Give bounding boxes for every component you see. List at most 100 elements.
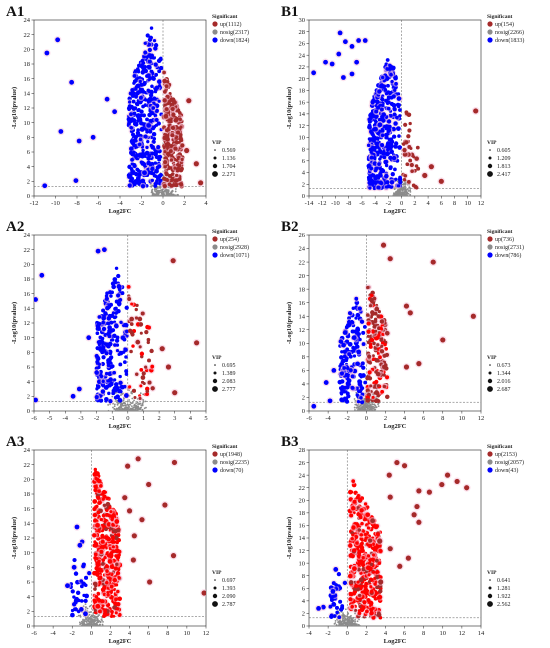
down-point — [147, 37, 153, 42]
down-point — [130, 176, 135, 181]
nosig-point — [123, 404, 126, 407]
points-layer — [63, 454, 206, 626]
down-outlier-point — [58, 129, 64, 134]
down-point — [104, 296, 109, 301]
y-axis-title: -Log10(pvalue) — [286, 517, 293, 559]
up-point — [371, 354, 375, 358]
down-point — [392, 112, 397, 117]
up-point — [366, 329, 371, 334]
y-tick-label: 4 — [302, 381, 306, 388]
nosig-point — [113, 405, 116, 408]
up-point — [374, 329, 378, 333]
nosig-point — [129, 403, 132, 406]
nosig-point — [371, 403, 374, 406]
nosig-point — [102, 620, 104, 623]
nosig-point — [403, 183, 406, 185]
down-point — [113, 343, 117, 347]
down-point — [354, 344, 360, 350]
down-point — [335, 610, 339, 615]
legend-swatch-down — [212, 37, 218, 43]
nosig-point — [130, 405, 133, 408]
panel-label: A2 — [6, 219, 24, 235]
legend-swatch-nosig — [212, 244, 218, 250]
down-point — [139, 109, 144, 114]
nosig-point — [120, 394, 122, 396]
up-outlier-point — [380, 242, 387, 248]
y-tick-label: 6 — [302, 368, 306, 375]
down-point — [135, 113, 140, 118]
up-point — [128, 385, 132, 389]
up-point — [366, 340, 371, 345]
up-point — [114, 535, 119, 541]
down-point — [338, 586, 343, 590]
down-outlier-point — [77, 542, 83, 548]
up-point — [177, 163, 182, 168]
up-point — [370, 329, 376, 334]
nosig-point — [88, 618, 90, 621]
down-point — [136, 119, 140, 123]
up-point — [171, 183, 176, 187]
down-point — [374, 141, 380, 147]
down-outlier-point — [323, 380, 329, 385]
x-tick-label: 2 — [365, 630, 368, 637]
up-point — [373, 391, 377, 395]
x-tick-label: 14 — [478, 630, 485, 637]
nosig-point — [82, 619, 84, 622]
nosig-point — [337, 624, 340, 626]
down-point — [151, 132, 157, 137]
up-point — [366, 526, 371, 530]
nosig-point — [403, 185, 406, 188]
up-outlier-point — [438, 178, 444, 184]
down-point — [94, 395, 99, 400]
down-point — [141, 148, 145, 153]
y-tick-label: 0 — [27, 408, 30, 415]
nosig-point — [126, 409, 129, 411]
nosig-point — [372, 410, 375, 411]
nosig-point — [122, 408, 125, 411]
down-outlier-point — [336, 51, 342, 57]
x-tick-label: -4 — [50, 630, 56, 637]
down-point — [140, 151, 145, 156]
y-tick-label: 8 — [302, 354, 305, 361]
y-tick-label: 2 — [302, 611, 305, 618]
up-point — [163, 150, 167, 154]
x-tick-label: 0 — [161, 200, 164, 207]
nosig-point — [405, 194, 408, 196]
panel-a3: A3 -6 -4 -2 0 2 4 6 8 10 12 0 2 4 6 8 10 12 14 16 18 20 22 24 Lo… — [0, 430, 275, 645]
legend-entry-up: up(154) — [495, 21, 514, 28]
down-point — [350, 329, 355, 334]
up-outlier-point — [440, 337, 446, 343]
down-point — [334, 583, 338, 587]
x-tick-label: -2 — [70, 630, 75, 637]
down-point — [132, 74, 137, 78]
x-tick-label: -10 — [331, 200, 340, 207]
nosig-point — [88, 622, 91, 624]
down-point — [396, 96, 402, 101]
nosig-point — [133, 409, 135, 411]
down-point — [125, 329, 129, 334]
down-point — [393, 167, 397, 172]
nosig-point — [177, 193, 179, 196]
down-point — [147, 59, 152, 64]
nosig-point — [344, 608, 347, 611]
vip-size-swatch — [487, 163, 493, 169]
down-point — [109, 320, 114, 325]
down-point — [368, 181, 373, 186]
down-point — [149, 69, 154, 74]
down-point — [329, 614, 334, 619]
down-point — [133, 94, 139, 99]
down-point — [113, 382, 119, 387]
legend-swatch-nosig — [212, 29, 218, 35]
up-point — [170, 133, 175, 138]
down-outlier-point — [362, 38, 368, 43]
down-point — [96, 379, 102, 384]
up-point — [138, 322, 144, 327]
down-point — [156, 79, 162, 85]
up-point — [364, 581, 369, 586]
down-point — [375, 137, 380, 142]
x-tick-label: 1 — [142, 415, 145, 422]
vip-size-label: 0.569 — [222, 148, 236, 154]
